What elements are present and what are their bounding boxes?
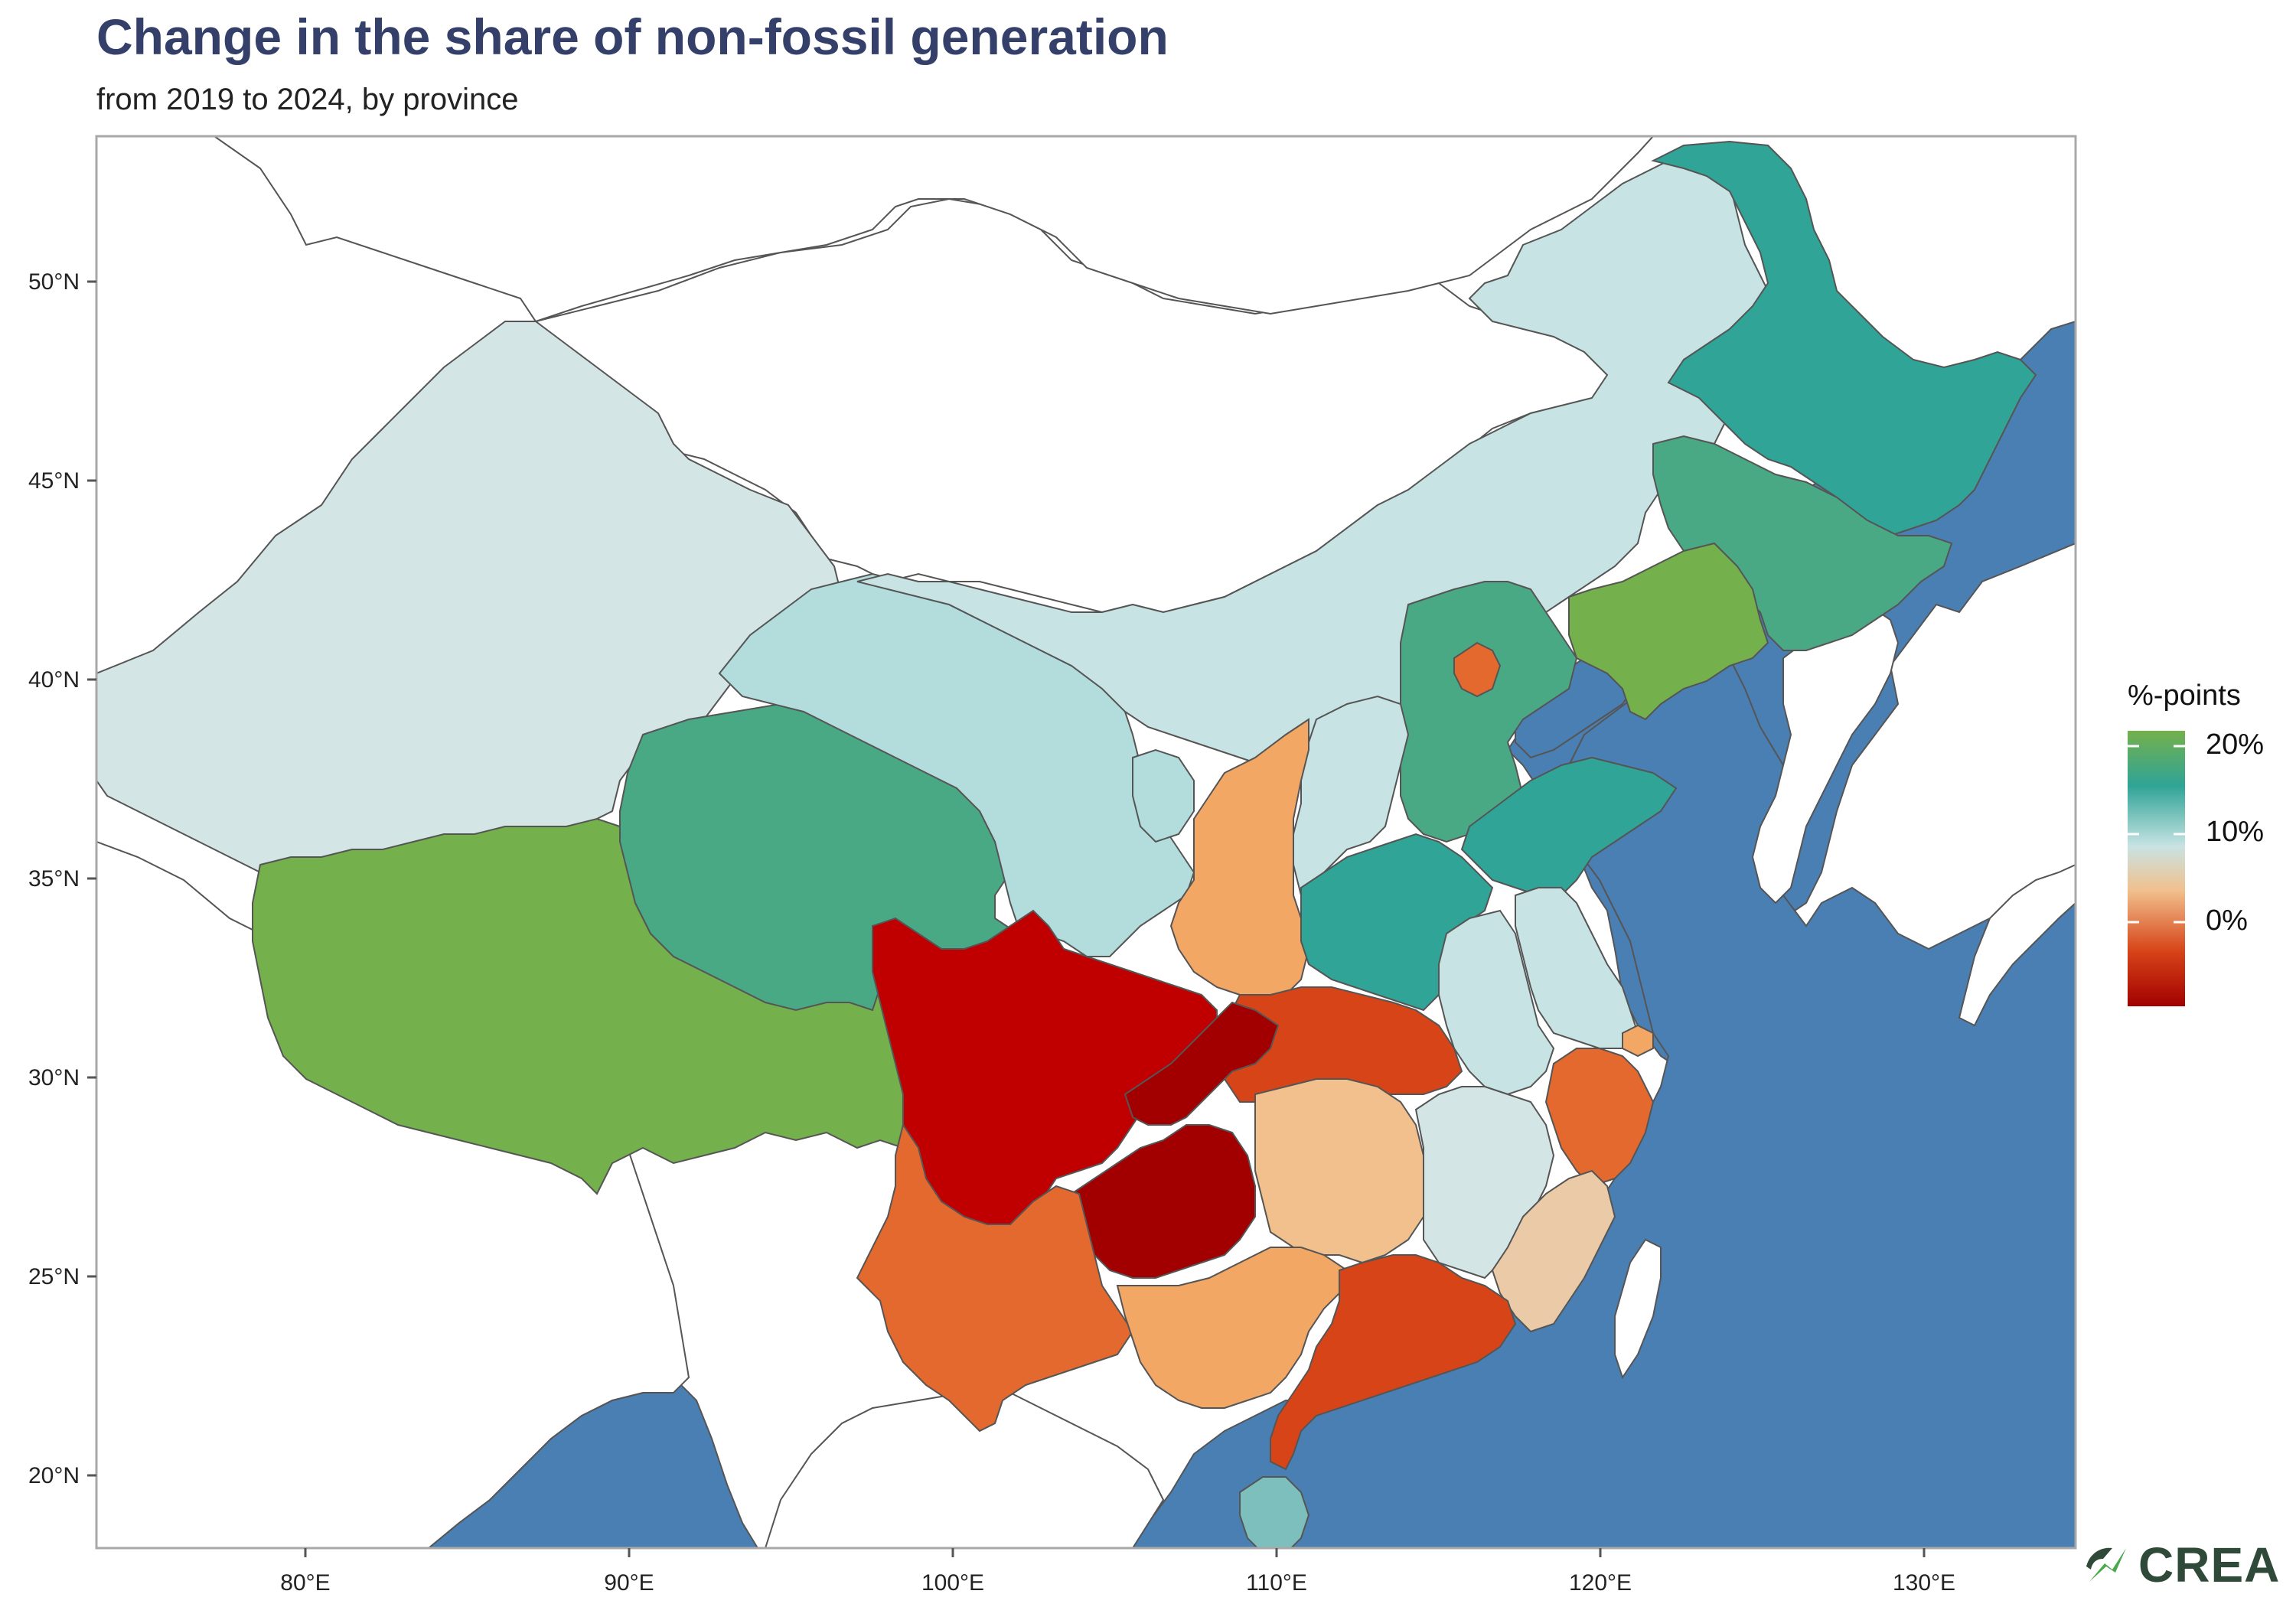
province-yunnan xyxy=(856,1123,1134,1433)
province-anhui xyxy=(1438,909,1555,1096)
province-fujian xyxy=(1491,1169,1616,1333)
crea-logo-text: CREA xyxy=(2138,1537,2281,1592)
province-guizhou xyxy=(1071,1124,1256,1279)
legend-label-zero: 0% xyxy=(2206,905,2248,937)
province-chongqing xyxy=(1124,1001,1280,1126)
taiwan-outline xyxy=(1614,1238,1662,1380)
province-heilongjiang xyxy=(1651,140,2037,537)
crea-leaf-icon xyxy=(2086,1547,2126,1582)
province-hunan xyxy=(1254,1078,1424,1264)
province-liaoning xyxy=(1568,542,1769,721)
chart-subtitle: from 2019 to 2024, by province xyxy=(96,83,519,116)
province-zhejiang xyxy=(1544,1048,1655,1188)
y-tick-label: 30°N xyxy=(28,1065,80,1090)
map-panel xyxy=(96,136,2076,1548)
x-tick-label: 110°E xyxy=(1246,1570,1307,1596)
x-tick-label: 130°E xyxy=(1893,1570,1955,1596)
legend-label-mid: 10% xyxy=(2206,816,2265,848)
y-axis: 50°N 45°N 40°N 35°N 30°N 25°N 20°N xyxy=(28,269,96,1488)
x-tick-label: 120°E xyxy=(1569,1570,1632,1596)
chart-title: Change in the share of non-fossil genera… xyxy=(96,8,1169,65)
province-hainan xyxy=(1239,1476,1310,1548)
y-tick-label: 20°N xyxy=(28,1463,80,1488)
province-shanghai xyxy=(1622,1024,1654,1058)
legend-label-high: 20% xyxy=(2206,729,2265,761)
x-tick-label: 100°E xyxy=(921,1570,984,1596)
y-tick-label: 45°N xyxy=(28,468,80,494)
province-guangdong xyxy=(1270,1254,1517,1471)
x-tick-label: 90°E xyxy=(604,1570,654,1596)
province-shanxi xyxy=(1293,695,1410,897)
province-guangxi xyxy=(1116,1247,1349,1409)
x-axis: 80°E 90°E 100°E 110°E 120°E 130°E xyxy=(280,1548,1955,1596)
russia-outline xyxy=(96,136,1655,323)
province-inner-mongolia xyxy=(856,152,1777,781)
legend-colorbar xyxy=(2128,731,2185,1006)
y-tick-label: 25°N xyxy=(28,1264,80,1289)
japan-outline xyxy=(1958,863,2076,1027)
y-tick-label: 40°N xyxy=(28,667,80,693)
crea-logo: CREA xyxy=(2082,1537,2280,1593)
province-beijing xyxy=(1453,641,1502,698)
x-tick-label: 80°E xyxy=(280,1570,330,1596)
province-ningxia xyxy=(1132,748,1195,843)
y-tick-label: 35°N xyxy=(28,866,80,892)
province-shandong xyxy=(1460,756,1678,896)
y-tick-label: 50°N xyxy=(28,269,80,295)
legend-title: %-points xyxy=(2128,680,2241,712)
map-panel-border xyxy=(95,135,2077,1550)
province-hubei xyxy=(1215,986,1463,1103)
